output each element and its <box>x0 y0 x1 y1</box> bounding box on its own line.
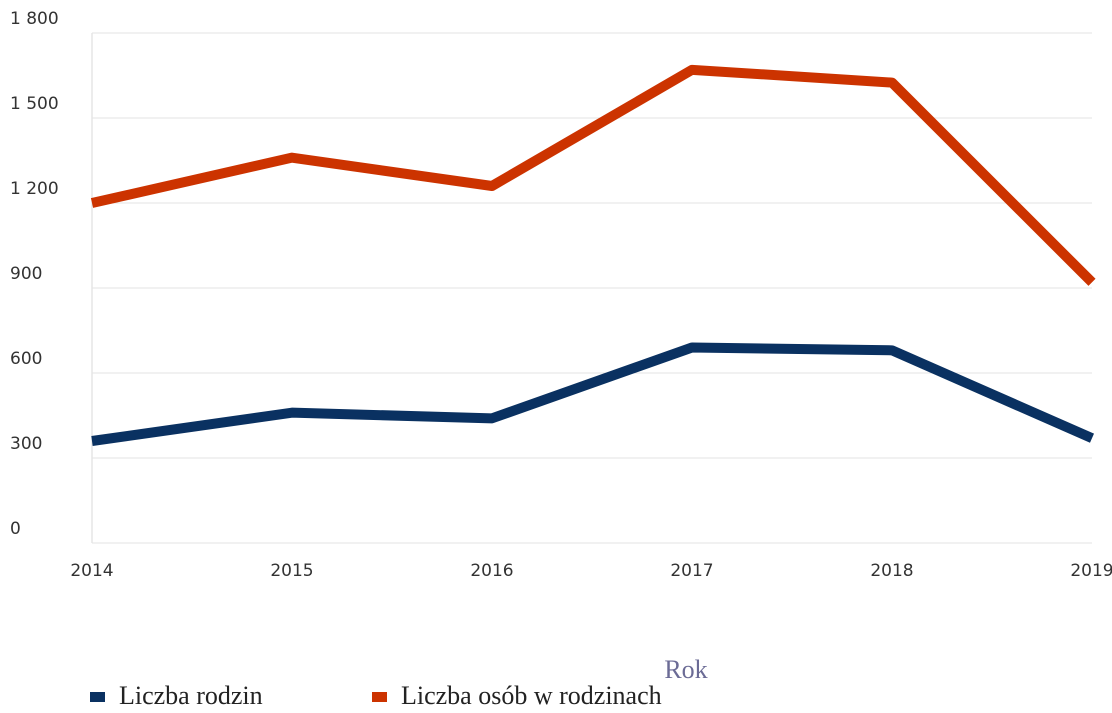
y-tick-label: 300 <box>10 434 42 454</box>
x-tick-label: 2014 <box>70 561 113 581</box>
x-tick-label: 2018 <box>870 561 913 581</box>
x-axis-label: Rok <box>664 655 707 684</box>
legend-label: Liczba rodzin <box>119 681 263 710</box>
y-tick-label: 600 <box>10 349 42 369</box>
y-tick-label: 900 <box>10 264 42 284</box>
line <box>90 64 1096 286</box>
y-tick-label: 1 800 <box>10 9 59 29</box>
x-tick-label: 2019 <box>1070 561 1112 581</box>
y-tick-label: 1 200 <box>10 179 59 199</box>
legend-label: Liczba osób w rodzinach <box>401 681 662 710</box>
legend-swatch <box>90 692 105 702</box>
x-tick-label: 2017 <box>670 561 713 581</box>
y-tick-label: 1 500 <box>10 94 59 114</box>
line <box>91 342 1095 446</box>
legend-swatch <box>372 692 387 702</box>
y-tick-label: 0 <box>10 519 21 539</box>
x-tick-label: 2015 <box>270 561 313 581</box>
x-tick-label: 2016 <box>470 561 513 581</box>
